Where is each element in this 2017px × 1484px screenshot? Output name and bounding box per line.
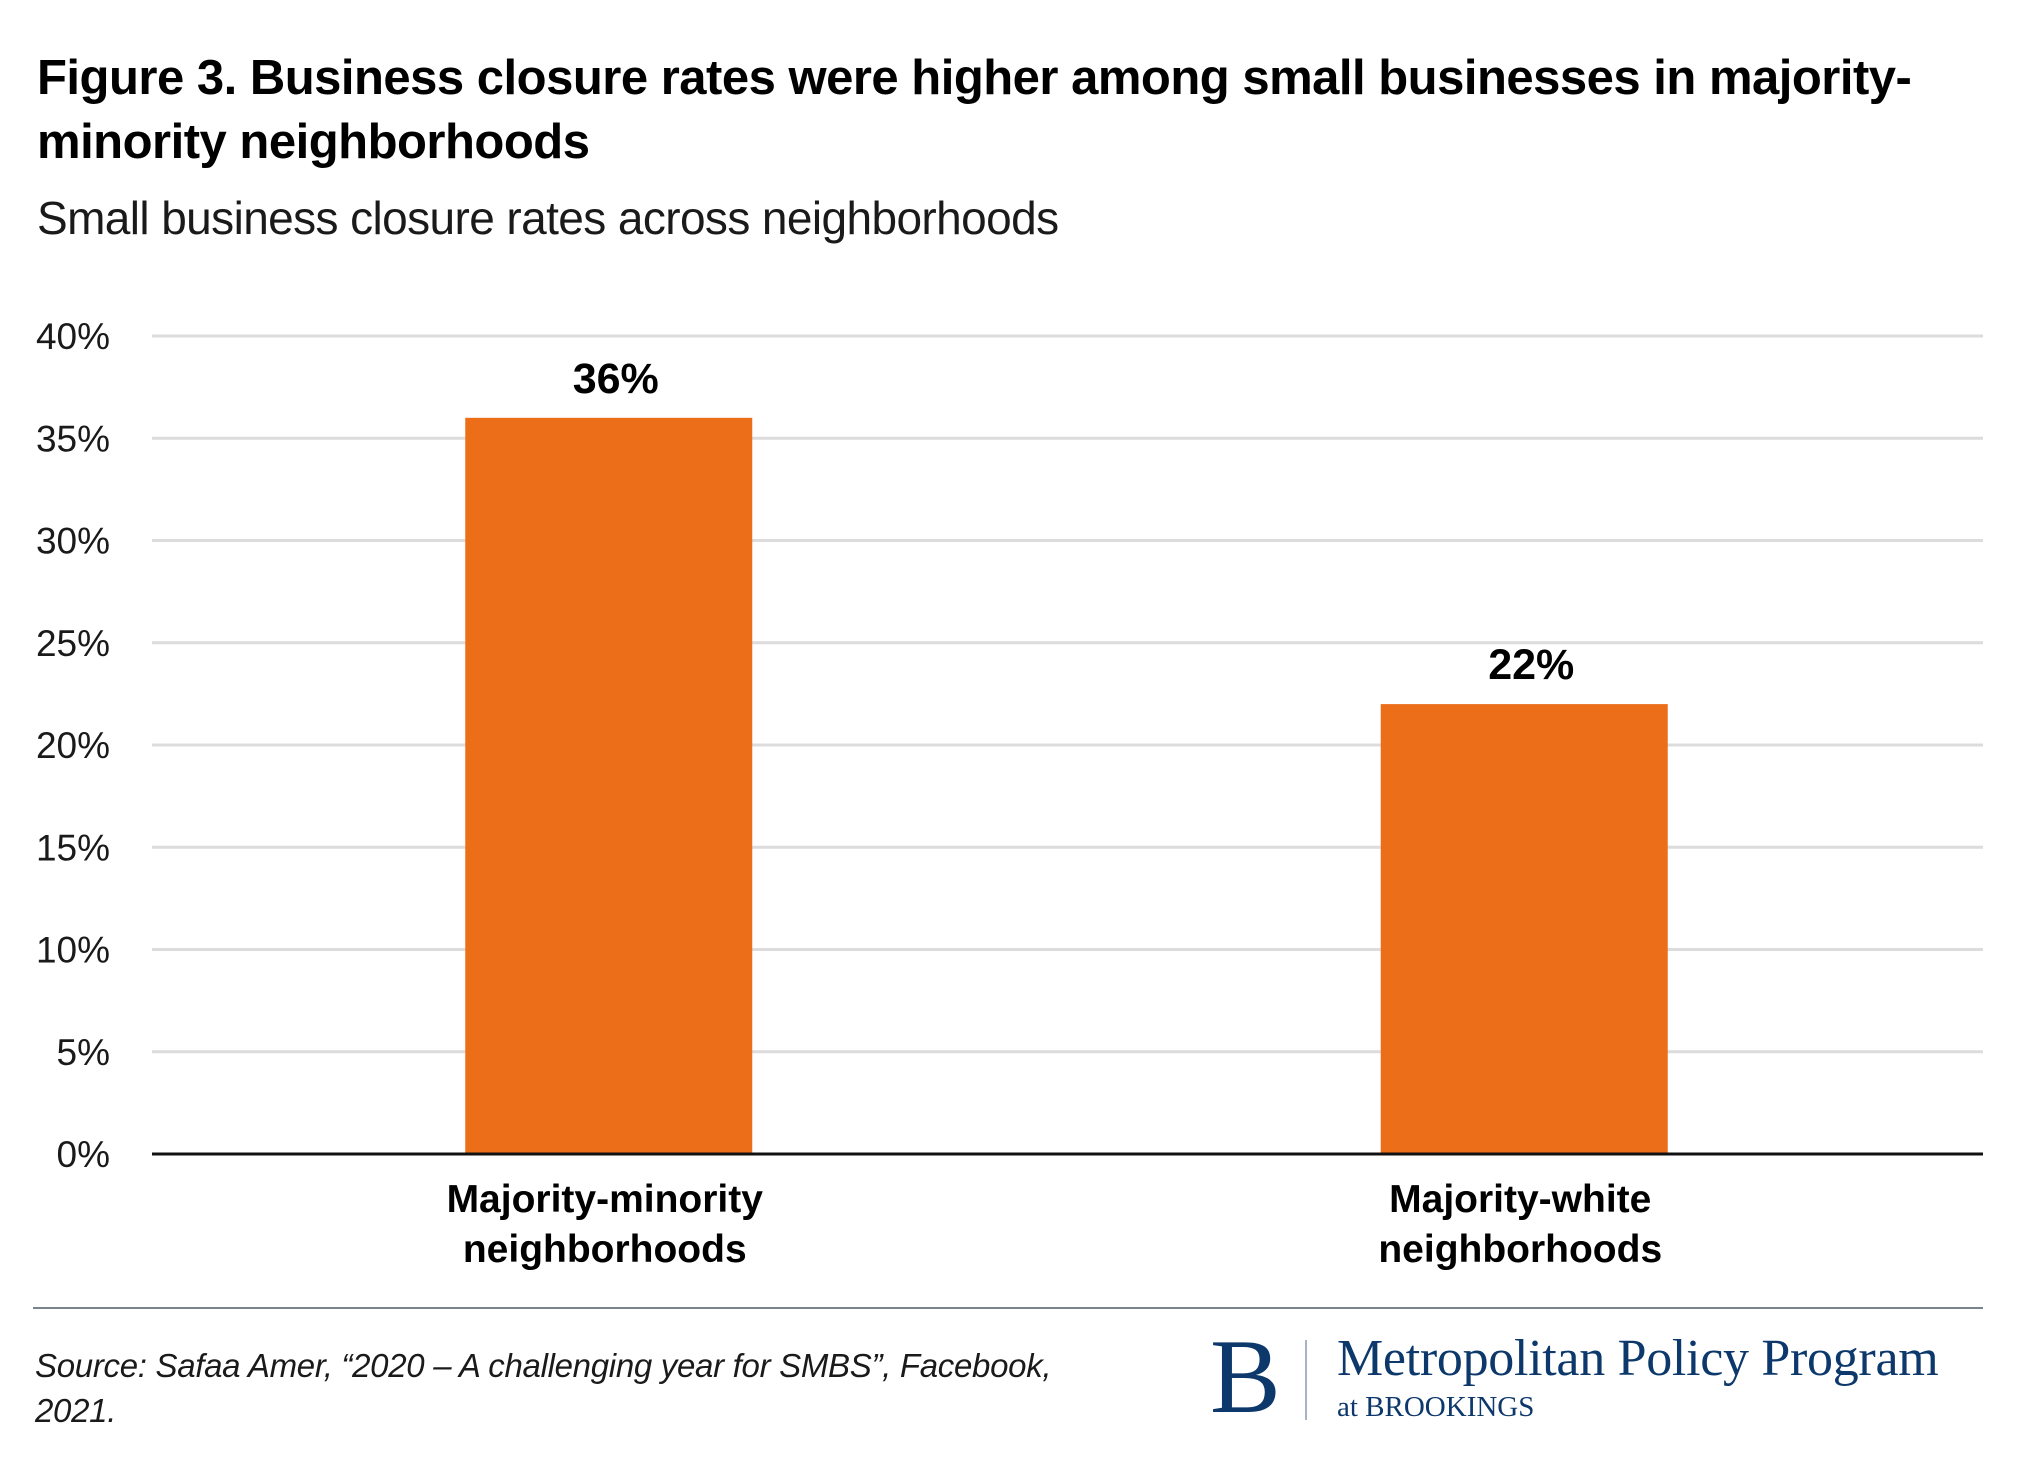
brookings-b-icon: B <box>1210 1318 1281 1435</box>
y-tick-label: 30% <box>36 521 110 562</box>
y-tick-label: 10% <box>36 930 110 971</box>
bar-value-label: 36% <box>573 355 659 403</box>
y-tick-label: 25% <box>36 623 110 664</box>
bar-value-label: 22% <box>1488 641 1574 689</box>
source-note: Source: Safaa Amer, “2020 – A challengin… <box>35 1343 1165 1433</box>
chart-title-line-2: minority neighborhoods <box>37 115 590 169</box>
logo-subtitle: at BROOKINGS <box>1337 1391 1535 1423</box>
logo-program-name: Metropolitan Policy Program <box>1337 1330 1939 1387</box>
bar <box>1380 704 1668 1154</box>
source-line-2: 2021. <box>35 1392 117 1429</box>
y-tick-label: 0% <box>57 1134 110 1175</box>
chart-title: Figure 3. Business closure rates were hi… <box>37 46 1997 174</box>
bar-value-labels: 36% 22% <box>573 355 1575 689</box>
category-label: Majority-white <box>1389 1178 1651 1221</box>
y-tick-label: 35% <box>36 418 110 459</box>
x-axis-category-labels: Majority-minority neighborhoods Majority-w… <box>447 1178 1663 1271</box>
category-label: neighborhoods <box>1378 1228 1662 1271</box>
chart-subtitle: Small business closure rates across neig… <box>37 192 1059 244</box>
bar <box>465 417 753 1154</box>
category-label: Majority-minority <box>447 1178 764 1221</box>
y-tick-label: 15% <box>36 827 110 868</box>
chart-title-line-1: Figure 3. Business closure rates were hi… <box>37 51 1912 105</box>
bar-chart: 0% 5% 10% 15% 20% 25% 30% 35% 40% 36% 22% Majorit… <box>36 316 1983 1271</box>
source-line-1: Source: Safaa Amer, “2020 – A challengin… <box>35 1347 1052 1384</box>
brookings-logo: B Metropolitan Policy Program at BROOKIN… <box>1210 1324 2000 1430</box>
y-tick-label: 5% <box>57 1032 110 1073</box>
y-tick-label: 20% <box>36 725 110 766</box>
footer-divider <box>33 1307 1983 1309</box>
gridlines <box>152 334 1983 1054</box>
y-tick-label: 40% <box>36 316 110 357</box>
y-axis-tick-labels: 0% 5% 10% 15% 20% 25% 30% 35% 40% <box>36 316 110 1175</box>
category-label: neighborhoods <box>463 1228 747 1271</box>
logo-separator <box>1305 1340 1307 1420</box>
bars <box>465 417 1668 1154</box>
